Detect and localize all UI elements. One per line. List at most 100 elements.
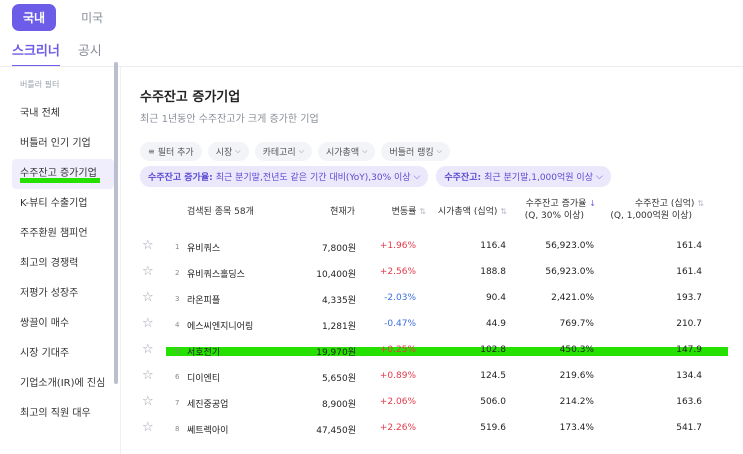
cell-mcap: 116.4 bbox=[480, 241, 506, 251]
tab-screener[interactable]: 스크리너 bbox=[12, 40, 60, 67]
sidebar-item-undervalued[interactable]: 저평가 성장주 bbox=[20, 288, 79, 299]
stock-name[interactable]: 쎄트렉아이 bbox=[187, 426, 229, 436]
table-row[interactable]: ☆ 3 라온피플 4,335원 -2.03% 90.4 2,421.0% 193… bbox=[140, 287, 730, 313]
sidebar-section-label: 버틀러 필터 bbox=[20, 80, 60, 89]
filter-chip-category[interactable]: 카테고리 ⌵ bbox=[254, 142, 312, 161]
star-icon[interactable]: ☆ bbox=[142, 316, 154, 331]
sidebar-item-backlog-growth[interactable]: 수주잔고 증가기업 bbox=[12, 159, 114, 189]
table-row[interactable]: ☆ 5 서호전기 19,970원 +0.25% 102.8 450.3% 147… bbox=[140, 339, 730, 365]
market-tab-domestic[interactable]: 국내 bbox=[12, 4, 57, 31]
sidebar-item-domestic-all[interactable]: 국내 전체 bbox=[20, 108, 60, 119]
star-icon[interactable]: ☆ bbox=[142, 238, 154, 253]
sidebar-scrollbar[interactable] bbox=[114, 62, 118, 384]
sidebar-item-competitiveness[interactable]: 최고의 경쟁력 bbox=[20, 258, 79, 269]
sidebar: 버틀러 필터 국내 전체 버틀러 인기 기업 수주잔고 증가기업 K-뷰티 수출… bbox=[0, 67, 122, 454]
star-icon[interactable]: ☆ bbox=[142, 290, 154, 305]
cell-backlog: 210.7 bbox=[676, 319, 702, 329]
row-rank: 7 bbox=[175, 399, 180, 407]
add-filter-label: 필터 추가 bbox=[157, 148, 194, 158]
market-tab-us[interactable]: 미국 bbox=[81, 11, 104, 25]
col-header-mcap[interactable]: 시가총액 (십억) ⇅ bbox=[438, 204, 507, 217]
col-header-change[interactable]: 변동률 ⇅ bbox=[392, 204, 426, 217]
star-icon[interactable]: ☆ bbox=[142, 368, 154, 383]
table-row[interactable]: ☆ 2 유비쿼스홀딩스 10,400원 +2.56% 188.8 56,923.… bbox=[140, 261, 730, 287]
sidebar-item-ir[interactable]: 기업소개(IR)에 진심 bbox=[20, 378, 106, 389]
star-icon[interactable]: ☆ bbox=[142, 264, 154, 279]
table-row[interactable]: ☆ 8 쎄트렉아이 47,450원 +2.26% 519.6 173.4% 54… bbox=[140, 417, 730, 443]
cell-backlog: 163.6 bbox=[676, 397, 702, 407]
cell-price: 5,650원 bbox=[321, 374, 356, 384]
active-filter-value: 최근 분기말,전년도 같은 기간 대비(YoY),30% 이상 bbox=[215, 173, 411, 183]
sidebar-item-double-buy[interactable]: 쌍끌이 매수 bbox=[20, 318, 70, 329]
star-icon[interactable]: ☆ bbox=[142, 394, 154, 409]
tab-disclosure[interactable]: 공시 bbox=[77, 44, 102, 59]
cell-change: -2.03% bbox=[384, 293, 416, 303]
table-row[interactable]: ☆ 7 세진중공업 8,900원 +2.06% 506.0 214.2% 163… bbox=[140, 391, 730, 417]
row-rank: 5 bbox=[175, 347, 180, 355]
stock-name[interactable]: 에스씨엔지니어링 bbox=[187, 322, 254, 332]
filter-chip-ranking[interactable]: 버틀러 랭킹 ⌵ bbox=[381, 142, 451, 161]
stock-name[interactable]: 라온피플 bbox=[187, 296, 221, 306]
sidebar-item-shareholder[interactable]: 주주환원 챔피언 bbox=[20, 228, 88, 239]
sidebar-item-employee[interactable]: 최고의 직원 대우 bbox=[20, 408, 91, 419]
active-filter-growth[interactable]: 수주잔고 증가율: 최근 분기말,전년도 같은 기간 대비(YoY),30% 이… bbox=[140, 166, 429, 187]
active-filter-key: 수주잔고: bbox=[444, 173, 482, 183]
row-rank: 6 bbox=[175, 373, 180, 381]
cell-mcap: 124.5 bbox=[480, 371, 506, 381]
cell-mcap: 506.0 bbox=[480, 397, 506, 407]
sidebar-item-market-hope[interactable]: 시장 기대주 bbox=[20, 348, 70, 359]
cell-change: +0.25% bbox=[379, 345, 416, 355]
row-rank: 3 bbox=[175, 295, 180, 303]
active-filter-key: 수주잔고 증가율: bbox=[148, 173, 213, 183]
filter-chip-mcap[interactable]: 시가총액 ⌵ bbox=[318, 142, 376, 161]
col-header-backlog[interactable]: 수주잔고 (십억) ⇅ (Q, 1,000억원 이상) bbox=[610, 198, 704, 222]
sidebar-item-kbeauty[interactable]: K-뷰티 수출기업 bbox=[20, 198, 88, 209]
market-toggle: 국내 미국 bbox=[12, 4, 114, 31]
add-filter-button[interactable]: ≡ 필터 추가 bbox=[140, 142, 202, 161]
tabs-divider bbox=[0, 66, 743, 67]
cell-growth: 56,923.0% bbox=[545, 267, 594, 277]
col-header-sublabel: (Q, 1,000억원 이상) bbox=[610, 211, 692, 221]
cell-price: 1,281원 bbox=[321, 322, 356, 332]
col-header-price[interactable]: 현재가 bbox=[330, 207, 355, 217]
chevron-down-icon: ⌵ bbox=[362, 147, 368, 155]
cell-mcap: 102.8 bbox=[480, 345, 506, 355]
table-row[interactable]: ☆ 1 유비쿼스 7,800원 +1.96% 116.4 56,923.0% 1… bbox=[140, 235, 730, 261]
cell-mcap: 188.8 bbox=[480, 267, 506, 277]
row-rank: 2 bbox=[175, 269, 180, 277]
sidebar-item-label: 수주잔고 증가기업 bbox=[20, 168, 97, 179]
cell-backlog: 193.7 bbox=[676, 293, 702, 303]
sidebar-item-popular[interactable]: 버틀러 인기 기업 bbox=[20, 138, 91, 149]
cell-backlog: 161.4 bbox=[676, 267, 702, 277]
sort-desc-icon: ↓ bbox=[589, 199, 596, 208]
filter-chip-market[interactable]: 시장 ⌵ bbox=[207, 142, 249, 161]
sidebar-list: 국내 전체 버틀러 인기 기업 수주잔고 증가기업 K-뷰티 수출기업 주주환원… bbox=[12, 99, 114, 429]
col-header-growth[interactable]: 수주잔고 증가율 ↓ (Q, 30% 이상) bbox=[525, 198, 596, 222]
table-row[interactable]: ☆ 4 에스씨엔지니어링 1,281원 -0.47% 44.9 769.7% 2… bbox=[140, 313, 730, 339]
stock-name[interactable]: 세진중공업 bbox=[187, 400, 229, 410]
active-filter-backlog[interactable]: 수주잔고: 최근 분기말,1,000억원 이상 ⌵ bbox=[436, 166, 611, 187]
chevron-down-icon: ⌵ bbox=[298, 147, 304, 155]
cell-change: +2.26% bbox=[379, 423, 416, 433]
stock-name[interactable]: 서호전기 bbox=[187, 348, 221, 358]
cell-growth: 450.3% bbox=[559, 345, 594, 355]
chevron-down-icon: ⌵ bbox=[436, 147, 443, 155]
star-icon[interactable]: ☆ bbox=[142, 342, 154, 357]
cell-backlog: 134.4 bbox=[676, 371, 702, 381]
cell-growth: 173.4% bbox=[559, 423, 594, 433]
active-filters: 수주잔고 증가율: 최근 분기말,전년도 같은 기간 대비(YoY),30% 이… bbox=[140, 166, 611, 187]
page-title: 수주잔고 증가기업 bbox=[140, 90, 241, 105]
filter-chip-label: 카테고리 bbox=[262, 148, 296, 158]
stock-name[interactable]: 유비쿼스 bbox=[187, 244, 221, 254]
stock-name[interactable]: 유비쿼스홀딩스 bbox=[187, 270, 245, 280]
cell-growth: 769.7% bbox=[559, 319, 594, 329]
filter-chip-label: 시장 bbox=[215, 148, 233, 158]
cell-change: -0.47% bbox=[384, 319, 416, 329]
star-icon[interactable]: ☆ bbox=[142, 420, 154, 435]
col-header-label: 시가총액 (십억) bbox=[437, 207, 498, 217]
cell-growth: 219.6% bbox=[559, 371, 594, 381]
highlight-mark bbox=[166, 347, 728, 356]
cell-backlog: 161.4 bbox=[676, 241, 702, 251]
stock-name[interactable]: 디이엔티 bbox=[187, 374, 221, 384]
table-row[interactable]: ☆ 6 디이엔티 5,650원 +0.89% 124.5 219.6% 134.… bbox=[140, 365, 730, 391]
